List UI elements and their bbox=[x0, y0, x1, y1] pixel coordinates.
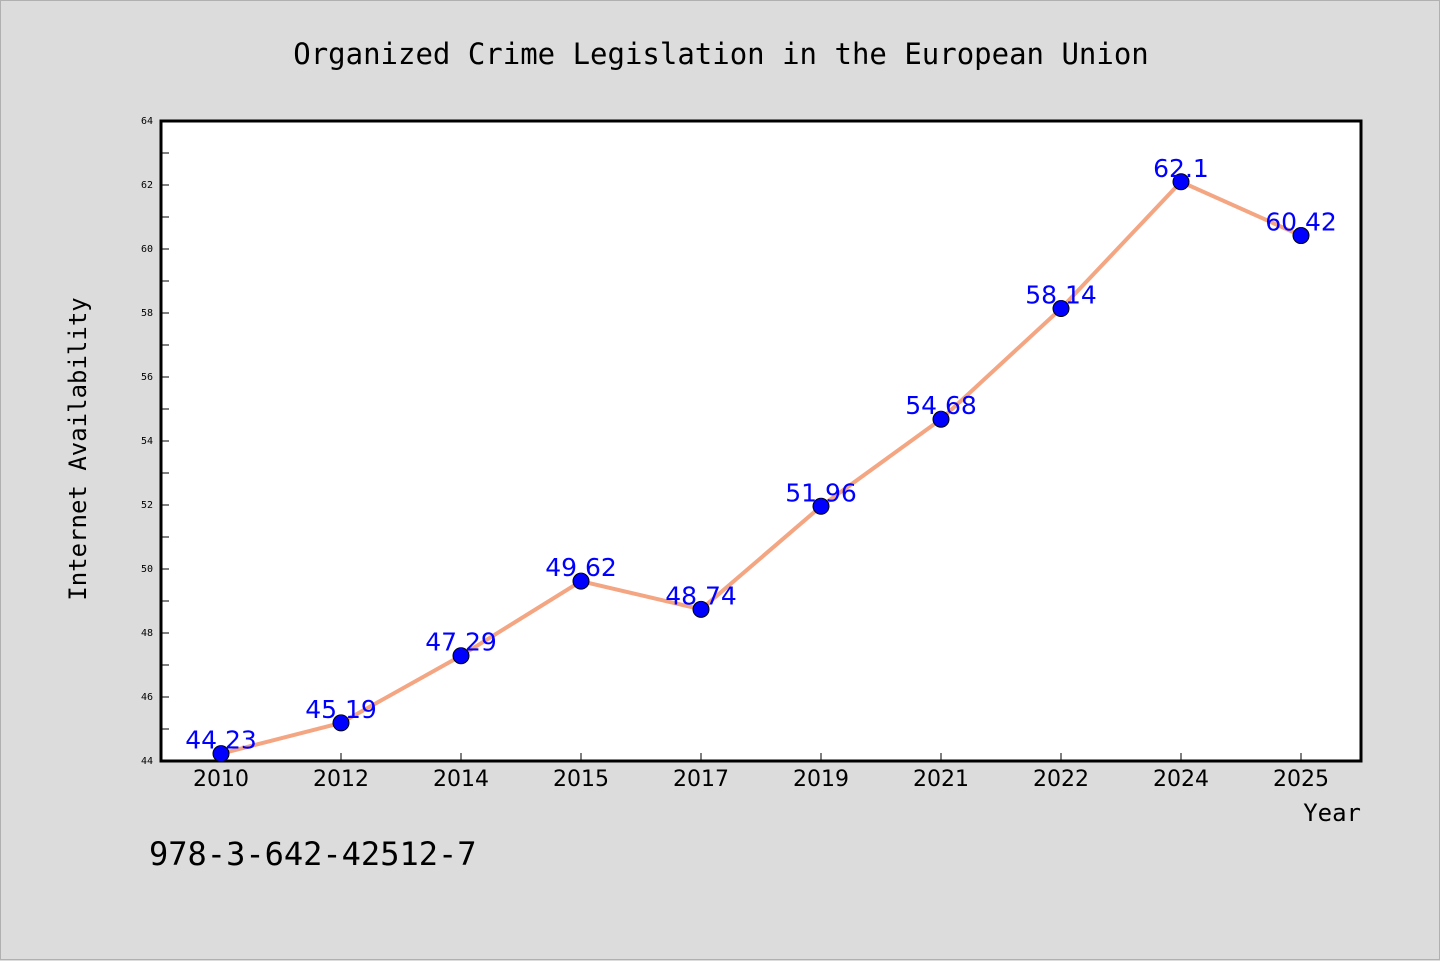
x-tick-label: 2012 bbox=[313, 767, 369, 792]
y-tick-label: 48 bbox=[141, 628, 153, 639]
data-point bbox=[452, 647, 470, 665]
data-label: 54.68 bbox=[905, 391, 977, 420]
plot-area bbox=[159, 119, 1363, 763]
data-label: 58.14 bbox=[1025, 281, 1097, 310]
x-tick-label: 2019 bbox=[793, 767, 849, 792]
y-tick-label: 62 bbox=[141, 180, 153, 191]
data-label: 48.74 bbox=[665, 581, 737, 610]
data-point bbox=[572, 572, 590, 590]
data-point bbox=[332, 714, 350, 732]
x-tick-label: 2014 bbox=[433, 767, 489, 792]
data-point bbox=[1292, 227, 1310, 245]
data-label: 62.1 bbox=[1153, 154, 1209, 183]
data-label: 51.96 bbox=[785, 478, 857, 507]
x-tick-label: 2017 bbox=[673, 767, 729, 792]
data-label: 60.42 bbox=[1265, 208, 1337, 237]
x-tick-label: 2010 bbox=[193, 767, 249, 792]
data-label: 45.19 bbox=[305, 695, 377, 724]
x-tick-label: 2022 bbox=[1033, 767, 1089, 792]
x-tick-label: 2021 bbox=[913, 767, 969, 792]
y-tick-label: 50 bbox=[141, 564, 153, 575]
x-tick-label: 2025 bbox=[1273, 767, 1329, 792]
data-label: 49.62 bbox=[545, 553, 617, 582]
data-point bbox=[212, 745, 230, 763]
y-tick-label: 52 bbox=[141, 500, 153, 511]
x-tick-label: 2015 bbox=[553, 767, 609, 792]
x-axis: 2010 2012 2014 2015 2017 2019 2021 2022 2024 2025 bbox=[193, 753, 1329, 792]
series-line bbox=[220, 179, 1302, 756]
y-tick-label: 46 bbox=[141, 692, 153, 703]
data-point bbox=[692, 600, 710, 618]
y-tick-label: 56 bbox=[141, 372, 153, 383]
data-markers bbox=[212, 173, 1310, 763]
y-tick-label: 58 bbox=[141, 308, 153, 319]
y-tick-label: 44 bbox=[141, 756, 153, 767]
x-axis-label: Year bbox=[1303, 799, 1361, 827]
data-label: 44.23 bbox=[185, 726, 257, 755]
y-tick-label: 64 bbox=[141, 116, 153, 127]
data-label: 47.29 bbox=[425, 628, 497, 657]
y-axis: 44 46 48 50 52 54 56 58 60 62 64 bbox=[141, 116, 169, 767]
data-point bbox=[1052, 300, 1070, 318]
y-tick-label: 54 bbox=[141, 436, 153, 447]
isbn-annotation: 978-3-642-42512-7 bbox=[149, 835, 477, 873]
data-point bbox=[1172, 173, 1190, 191]
y-axis-label: Internet Availability bbox=[64, 297, 92, 600]
data-labels: 44.23 45.19 47.29 49.62 48.74 51.96 54.68 58.14… bbox=[185, 154, 1337, 755]
chart-title: Organized Crime Legislation in the Europ… bbox=[293, 37, 1149, 71]
x-tick-label: 2024 bbox=[1153, 767, 1209, 792]
data-point bbox=[932, 410, 950, 428]
y-tick-label: 60 bbox=[141, 244, 153, 255]
data-point bbox=[812, 497, 830, 515]
